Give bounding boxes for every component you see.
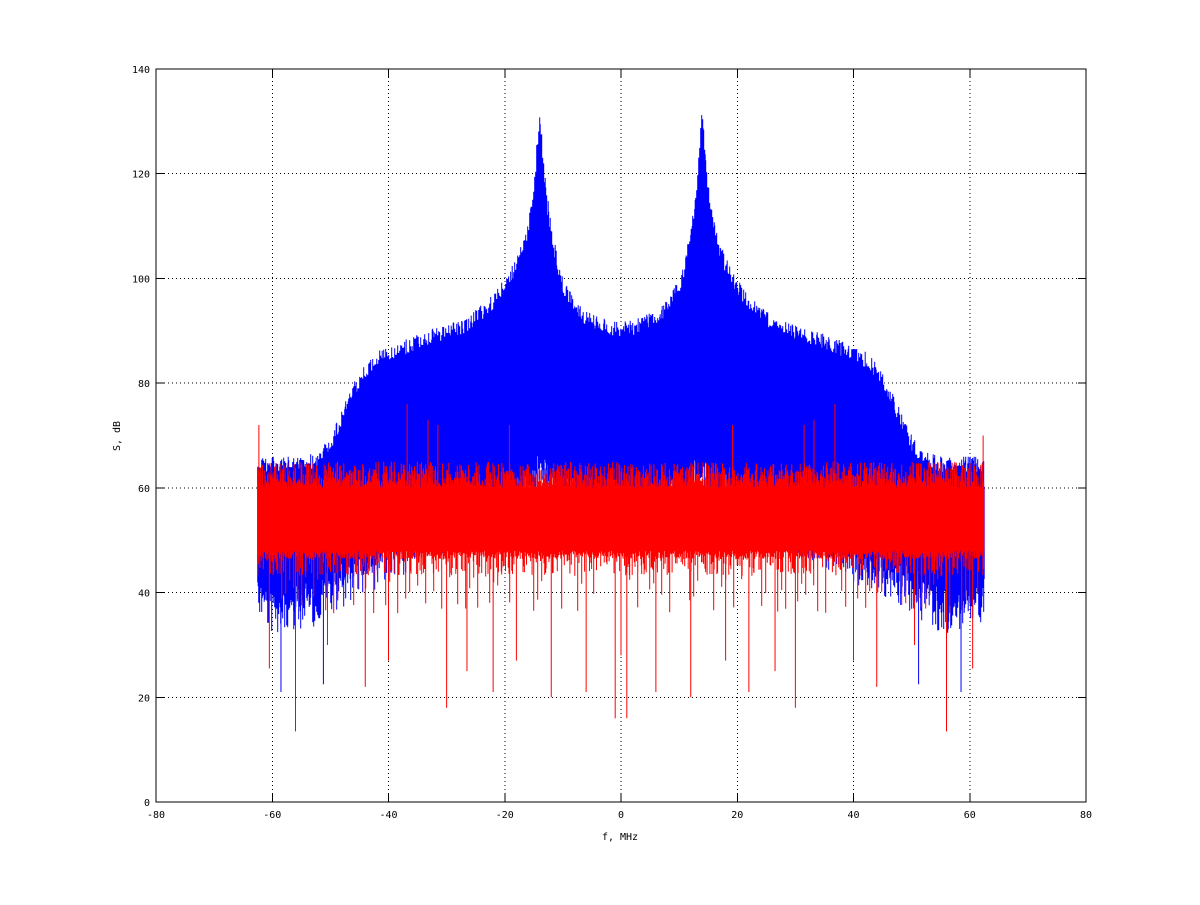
x-axis-label: f, MHz: [602, 832, 638, 843]
axis-layer: -80 -60 -40 -20 0 20 40 60 80 0 20 40 60 80 100 120 140: [132, 65, 1092, 821]
x-tick-label: -60: [263, 810, 281, 821]
series-layer: [257, 115, 985, 732]
x-tick-label: 20: [731, 810, 743, 821]
y-tick-label: 120: [132, 170, 150, 181]
x-tick-label: 80: [1080, 810, 1092, 821]
y-tick-label: 0: [144, 798, 150, 809]
y-tick-label: 20: [138, 693, 150, 704]
x-tick-label: 40: [847, 810, 859, 821]
y-tick-label: 40: [138, 589, 150, 600]
y-tick-label: 140: [132, 65, 150, 76]
x-tick-label: 0: [618, 810, 624, 821]
x-tick-label: 60: [964, 810, 976, 821]
red-series-band: [257, 487, 985, 551]
x-tick-label: -20: [496, 810, 514, 821]
y-tick-label: 100: [132, 274, 150, 285]
y-tick-label: 60: [138, 484, 150, 495]
y-tick-label: 80: [138, 379, 150, 390]
x-tick-label: -80: [147, 810, 165, 821]
x-tick-label: -40: [379, 810, 397, 821]
y-axis-label: S, dB: [112, 421, 123, 451]
